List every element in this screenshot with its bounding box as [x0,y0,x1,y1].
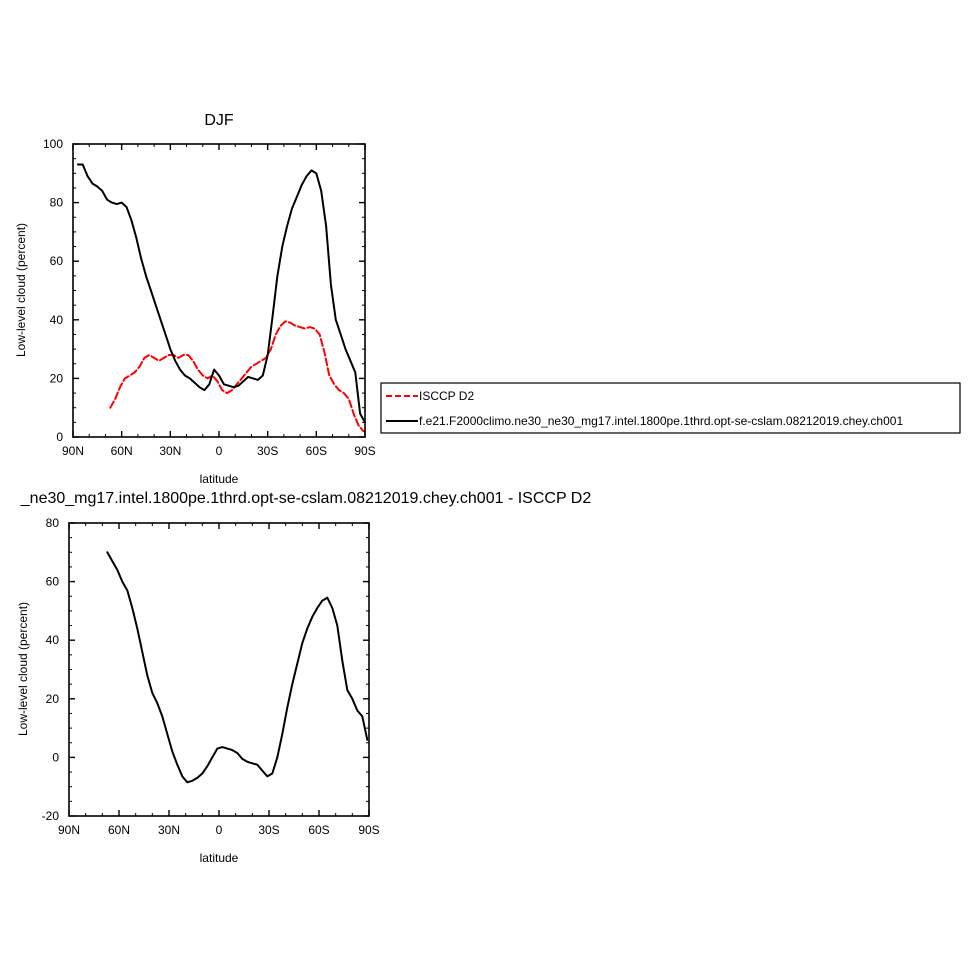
plot-frame [68,522,370,817]
x-tick-label: 60S [306,444,327,458]
chart-title: _ne30_mg17.intel.1800pe.1thrd.opt-se-csl… [20,490,592,507]
x-tick-label: 60S [308,823,329,837]
x-tick-label: 90S [354,444,375,458]
y-tick-label: 100 [43,137,63,151]
x-tick-label: 30N [158,823,180,837]
series-lines [76,163,366,433]
y-tick-label: 80 [50,196,64,210]
x-tick-label: 0 [216,444,223,458]
chart-panel-difference: _ne30_mg17.intel.1800pe.1thrd.opt-se-csl… [16,490,591,865]
x-tick-label: 60N [111,444,133,458]
legend-box [380,382,961,434]
x-axis-label: latitude [200,851,239,865]
y-axis-label: Low-level cloud (percent) [16,602,30,736]
x-axis-label: latitude [200,472,239,486]
legend-label-model: f.e21.F2000climo.ne30_ne30_mg17.intel.18… [419,414,903,428]
y-axis-label: Low-level cloud (percent) [14,223,28,357]
x-tick-label: 30S [258,823,279,837]
series-line-0 [109,320,365,433]
axis-ticks: 90N 60N 30N 0 30S 60S 90S -20 0 20 40 60 80 [42,516,380,837]
y-tick-label: 20 [46,692,60,706]
chart-panel-djf: DJF 90N 60N 30N 0 30S 60S 90S 0 20 40 60 80 100 lati… [14,112,376,486]
x-tick-label: 90N [58,823,80,837]
x-tick-label: 60N [108,823,130,837]
x-tick-label: 30N [159,444,181,458]
legend: ISCCP D2 f.e21.F2000climo.ne30_ne30_mg17… [380,382,961,434]
legend-label-isccp: ISCCP D2 [419,389,474,403]
y-tick-label: 0 [52,750,59,764]
series-line-1 [76,163,366,424]
x-tick-label: 30S [257,444,278,458]
y-tick-label: 40 [50,313,64,327]
chart-title: DJF [204,112,234,129]
y-tick-label: 80 [46,516,60,530]
series-line-0 [106,551,369,784]
y-tick-label: 0 [56,430,63,444]
x-tick-label: 0 [216,823,223,837]
x-tick-label: 90S [358,823,379,837]
axis-ticks: 90N 60N 30N 0 30S 60S 90S 0 20 40 60 80 100 [43,137,376,458]
y-tick-label: -20 [42,809,60,823]
x-tick-label: 90N [62,444,84,458]
y-tick-label: 60 [50,254,64,268]
y-tick-label: 60 [46,575,60,589]
series-lines [106,551,369,784]
y-tick-label: 40 [46,633,60,647]
y-tick-label: 20 [50,371,64,385]
